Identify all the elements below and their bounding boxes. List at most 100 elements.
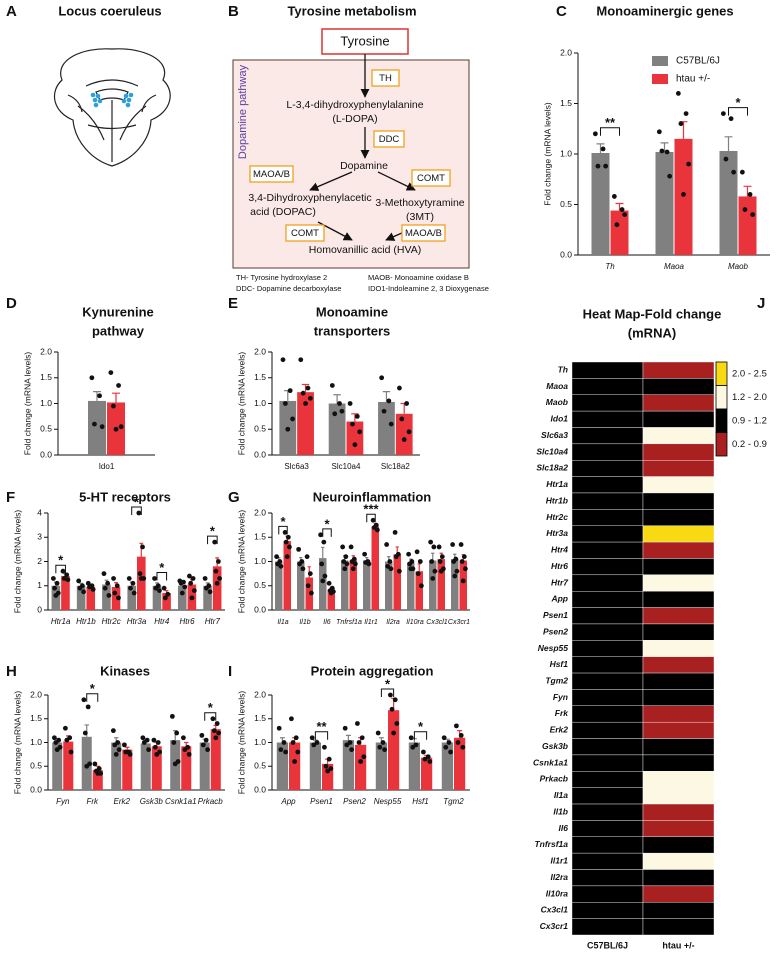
- data-point: [210, 716, 216, 722]
- heatmap-cell: [642, 443, 715, 461]
- data-point: [81, 697, 87, 703]
- data-point: [152, 576, 157, 581]
- data-point: [452, 573, 458, 579]
- data-point: [366, 561, 372, 567]
- data-point: [283, 539, 289, 545]
- data-point: [349, 747, 354, 753]
- bar: [111, 586, 121, 610]
- data-point: [322, 744, 327, 750]
- bar: [385, 561, 393, 610]
- x-tick-label: Htr1b: [76, 617, 96, 626]
- data-point: [212, 539, 218, 545]
- data-point: [410, 744, 416, 750]
- data-point: [50, 576, 56, 581]
- heatmap-cell: [571, 443, 644, 461]
- footnote: TH- Tyrosine hydroxylase 2: [236, 273, 327, 282]
- heatmap-cell: [571, 738, 644, 756]
- bar: [137, 556, 146, 610]
- row-label: Slc10a4: [536, 446, 568, 456]
- data-point: [114, 583, 120, 589]
- data-point: [282, 401, 288, 406]
- data-point: [278, 747, 284, 753]
- data-point: [437, 559, 443, 564]
- data-point: [393, 554, 399, 560]
- x-tick-label: Frk: [86, 797, 99, 806]
- x-tick-label: Il1r1: [364, 619, 378, 626]
- compound: Dopamine: [340, 160, 388, 172]
- data-point: [182, 747, 188, 753]
- y-tick-label: 2.0: [254, 507, 266, 517]
- data-point: [64, 572, 70, 578]
- error-bar: [345, 734, 351, 741]
- data-point: [448, 749, 453, 755]
- heatmap-cell: [642, 787, 715, 805]
- bar: [102, 584, 111, 610]
- data-point: [326, 756, 332, 762]
- bar: [177, 585, 187, 610]
- data-point: [307, 571, 313, 577]
- data-point: [358, 759, 364, 764]
- enzyme-boxes: [249, 69, 451, 242]
- data-point: [438, 568, 444, 574]
- data-point: [84, 763, 90, 769]
- data-point: [451, 559, 457, 564]
- data-point: [68, 749, 74, 755]
- data-point: [356, 740, 362, 745]
- bar: [309, 742, 321, 790]
- bar: [421, 757, 433, 790]
- data-point: [340, 544, 346, 550]
- bar: [610, 210, 629, 255]
- heatmap-cell: [642, 541, 715, 559]
- data-point: [162, 595, 168, 601]
- chart-title: Heat Map-Fold change: [583, 306, 722, 321]
- data-point: [592, 131, 598, 137]
- x-tick-label: Htr1a: [51, 617, 71, 626]
- data-point: [187, 573, 192, 579]
- data-point: [290, 740, 296, 745]
- data-point: [290, 416, 295, 422]
- y-tick-label: 0.0: [254, 784, 266, 794]
- data-point: [289, 716, 294, 722]
- chart-title: Kinases: [100, 663, 150, 678]
- panel-label: A: [6, 3, 17, 20]
- significance-label: *: [280, 514, 286, 529]
- data-point: [90, 586, 96, 592]
- y-tick-label: 0.0: [40, 449, 52, 459]
- data-point: [121, 742, 127, 748]
- significance-label: *: [134, 494, 140, 509]
- bar: [371, 526, 379, 610]
- x-tick-label: Htr7: [205, 617, 221, 626]
- data-point: [214, 580, 220, 586]
- enzyme: COMT: [417, 173, 445, 184]
- y-tick-label: 3: [37, 532, 42, 542]
- chart-title: Monoamine: [316, 304, 388, 319]
- x-tick-label: Ido1: [99, 462, 115, 471]
- data-point: [287, 388, 293, 394]
- heatmap-cell: [571, 492, 644, 510]
- row-label: Fyn: [553, 692, 568, 702]
- y-tick-label: 2.0: [40, 346, 52, 356]
- y-axis-label: Fold change (mRNA levels): [542, 102, 552, 206]
- y-tick-label: 0.0: [254, 604, 266, 614]
- data-point: [82, 730, 88, 736]
- row-label: Il6: [559, 823, 569, 833]
- x-tick-label: Prkacb: [198, 797, 223, 806]
- data-point: [101, 571, 107, 577]
- row-label: Cx3cr1: [540, 921, 569, 931]
- bar: [152, 585, 162, 610]
- significance-bracket: [86, 693, 99, 702]
- heatmap-cell: [642, 460, 715, 477]
- data-point: [728, 116, 734, 122]
- data-point: [397, 385, 402, 391]
- data-point: [152, 744, 158, 750]
- heatmap-cell: [642, 689, 715, 707]
- data-point: [89, 375, 95, 381]
- bar: [76, 585, 86, 610]
- data-point: [92, 761, 98, 767]
- heatmap-cell: [571, 721, 644, 739]
- data-point: [296, 546, 302, 552]
- data-point: [308, 590, 314, 596]
- heatmap-cell: [571, 378, 644, 395]
- data-point: [189, 595, 195, 601]
- data-point: [53, 593, 59, 598]
